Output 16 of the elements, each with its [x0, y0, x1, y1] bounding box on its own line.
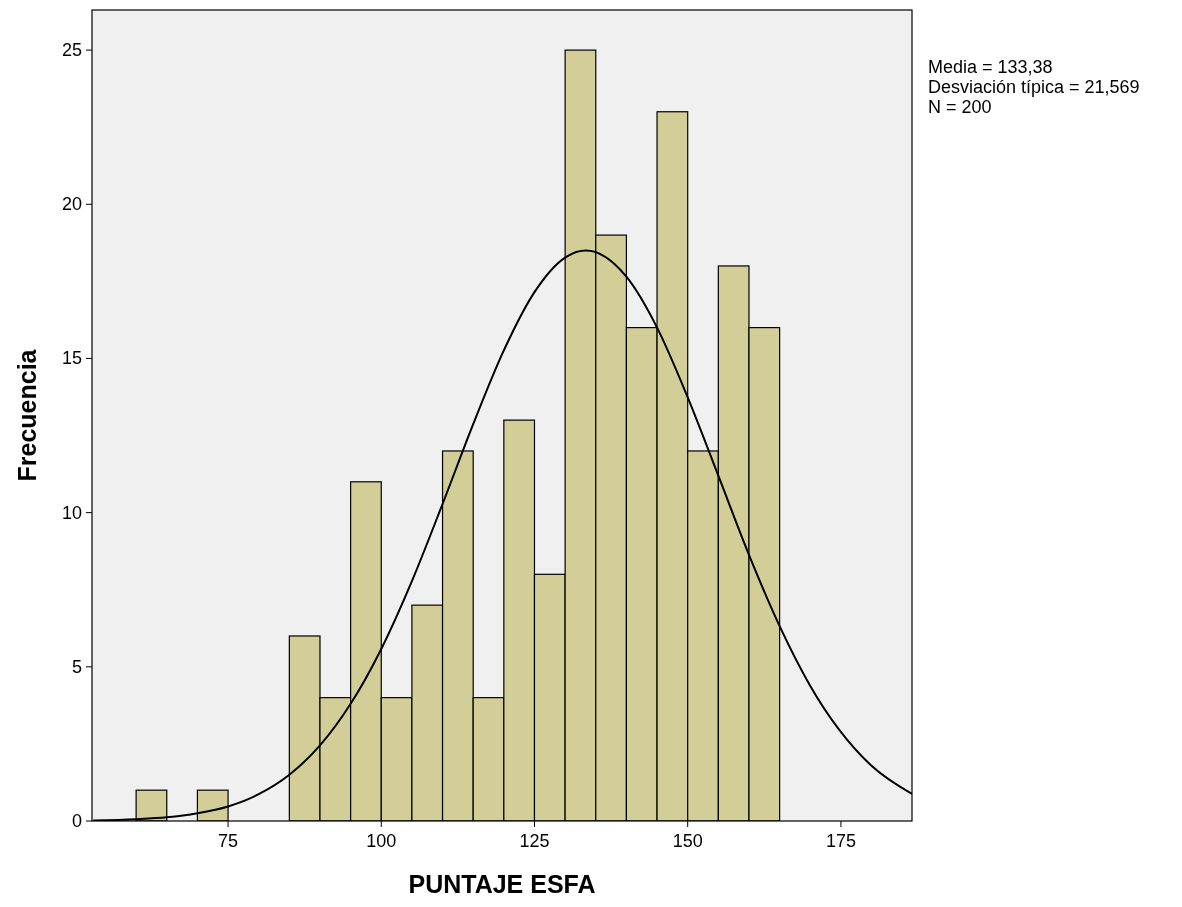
text: Media = 133,38 [928, 57, 1053, 77]
x-tick-label: 175 [825, 831, 856, 851]
y-tick-label: 25 [61, 40, 82, 61]
text: Desviación típica = 21,569 [928, 77, 1140, 97]
x-axis-title: PUNTAJE ESFA [408, 870, 596, 898]
y-tick-label: 20 [61, 194, 82, 215]
x-tick-label: 150 [672, 831, 703, 851]
y-tick-label: 5 [71, 656, 82, 677]
text: N = 200 [928, 97, 992, 117]
y-tick-label: 0 [71, 811, 82, 831]
y-tick-label: 15 [61, 348, 82, 369]
y-axis-title: Frecuencia [13, 348, 41, 482]
y-tick-label: 10 [61, 502, 82, 523]
x-tick-label: 125 [519, 831, 550, 851]
x-tick-label: 100 [366, 831, 397, 851]
x-tick-label: 75 [218, 831, 239, 851]
